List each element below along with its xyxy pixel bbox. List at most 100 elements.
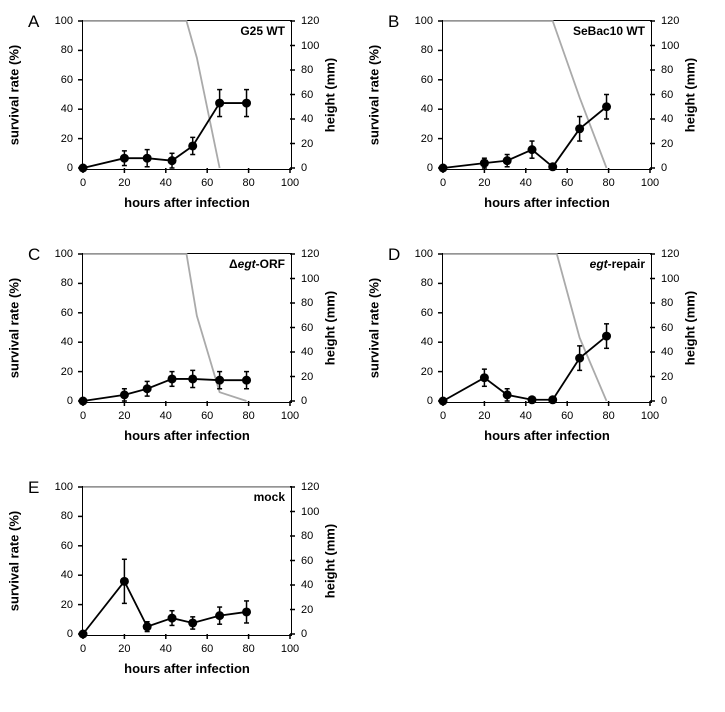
y-left-label: survival rate (%) — [367, 278, 382, 378]
xtick: 60 — [201, 177, 213, 189]
data-marker — [143, 622, 152, 631]
ytick-left: 0 — [67, 628, 73, 640]
xtick: 100 — [281, 410, 299, 422]
survival-line — [443, 21, 607, 168]
y-right-label: height (mm) — [683, 291, 698, 365]
xtick: 100 — [641, 177, 659, 189]
data-marker — [168, 614, 177, 623]
xtick: 60 — [561, 177, 573, 189]
ytick-right: 100 — [661, 273, 679, 285]
panel-letter: E — [28, 478, 39, 498]
data-marker — [79, 630, 88, 639]
xtick: 0 — [80, 643, 86, 655]
ytick-right: 80 — [301, 297, 313, 309]
plot-area: 020406080100020406080100120020406080100 — [442, 253, 652, 403]
plot-svg — [83, 487, 290, 634]
data-marker — [602, 102, 611, 111]
data-marker — [143, 154, 152, 163]
xtick: 60 — [201, 643, 213, 655]
ytick-left: 40 — [61, 336, 73, 348]
ytick-left: 40 — [61, 103, 73, 115]
xtick: 80 — [242, 643, 254, 655]
data-marker — [79, 164, 88, 173]
y-left-label: survival rate (%) — [7, 45, 22, 145]
data-marker — [548, 395, 557, 404]
ytick-left: 20 — [61, 366, 73, 378]
ytick-left: 0 — [67, 395, 73, 407]
y-right-label: height (mm) — [323, 291, 338, 365]
data-marker — [480, 159, 489, 168]
panel-letter: C — [28, 245, 40, 265]
ytick-right: 120 — [301, 481, 319, 493]
ytick-left: 60 — [61, 540, 73, 552]
xtick: 80 — [602, 177, 614, 189]
y-right-label: height (mm) — [683, 58, 698, 132]
data-marker — [215, 611, 224, 620]
ytick-left: 100 — [415, 248, 433, 260]
xtick: 80 — [242, 177, 254, 189]
xtick: 100 — [641, 410, 659, 422]
data-marker — [188, 374, 197, 383]
xtick: 20 — [118, 643, 130, 655]
data-marker — [480, 373, 489, 382]
ytick-right: 100 — [661, 40, 679, 52]
x-label: hours after infection — [484, 428, 610, 443]
ytick-left: 60 — [421, 74, 433, 86]
ytick-right: 80 — [301, 530, 313, 542]
ytick-left: 40 — [61, 569, 73, 581]
xtick: 0 — [80, 410, 86, 422]
xtick: 20 — [478, 177, 490, 189]
ytick-left: 100 — [55, 15, 73, 27]
xtick: 20 — [118, 410, 130, 422]
ytick-right: 40 — [301, 346, 313, 358]
ytick-right: 60 — [661, 322, 673, 334]
data-marker — [503, 390, 512, 399]
panel-title: Δegt-ORF — [229, 257, 285, 271]
ytick-left: 60 — [421, 307, 433, 319]
chart-panel-e: E 020406080100020406080100120020406080100… — [10, 476, 360, 701]
xtick: 100 — [281, 643, 299, 655]
panel-letter: B — [388, 12, 399, 32]
data-marker — [120, 154, 129, 163]
plot-area: 020406080100020406080100120020406080100 — [82, 486, 292, 636]
xtick: 20 — [478, 410, 490, 422]
ytick-right: 40 — [301, 113, 313, 125]
data-marker — [143, 384, 152, 393]
ytick-right: 100 — [301, 273, 319, 285]
data-marker — [528, 145, 537, 154]
ytick-left: 40 — [421, 336, 433, 348]
ytick-right: 60 — [301, 322, 313, 334]
ytick-right: 60 — [301, 555, 313, 567]
ytick-right: 60 — [301, 89, 313, 101]
ytick-right: 20 — [661, 138, 673, 150]
ytick-left: 40 — [421, 103, 433, 115]
xtick: 40 — [160, 410, 172, 422]
x-label: hours after infection — [124, 661, 250, 676]
ytick-right: 40 — [301, 579, 313, 591]
ytick-right: 0 — [301, 395, 307, 407]
data-marker — [79, 397, 88, 406]
data-marker — [242, 607, 251, 616]
height-line — [83, 103, 247, 168]
data-marker — [575, 354, 584, 363]
ytick-right: 20 — [301, 604, 313, 616]
xtick: 40 — [520, 177, 532, 189]
y-left-label: survival rate (%) — [367, 45, 382, 145]
ytick-left: 60 — [61, 74, 73, 86]
plot-svg — [83, 21, 290, 168]
survival-line — [83, 21, 220, 168]
xtick: 40 — [520, 410, 532, 422]
xtick: 100 — [281, 177, 299, 189]
y-right-label: height (mm) — [323, 58, 338, 132]
xtick: 0 — [80, 177, 86, 189]
ytick-right: 20 — [301, 138, 313, 150]
ytick-left: 100 — [415, 15, 433, 27]
plot-area: 020406080100020406080100120020406080100 — [82, 20, 292, 170]
ytick-left: 20 — [421, 133, 433, 145]
panel-title: mock — [254, 490, 285, 504]
ytick-right: 60 — [661, 89, 673, 101]
ytick-left: 0 — [67, 162, 73, 174]
data-marker — [168, 374, 177, 383]
xtick: 60 — [561, 410, 573, 422]
ytick-right: 20 — [661, 371, 673, 383]
